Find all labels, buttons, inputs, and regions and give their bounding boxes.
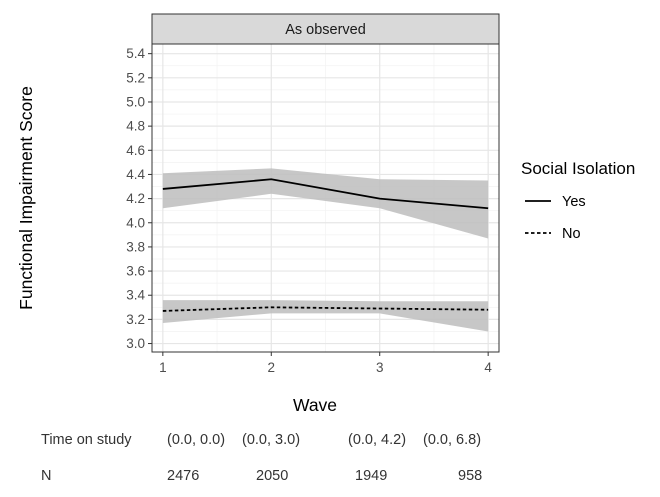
series-line-yes — [162, 178, 489, 210]
y-tick-label: 5.4 — [126, 46, 145, 61]
y-tick-label: 3.8 — [126, 239, 145, 254]
time-on-study-label: Time on study — [41, 432, 132, 448]
plot-panel-border — [151, 43, 500, 353]
legend-label-yes: Yes — [562, 194, 586, 210]
x-axis-title: Wave — [293, 395, 337, 415]
n-value-wave-3: 1949 — [355, 468, 388, 484]
y-tick-label: 3.6 — [126, 264, 145, 279]
time-value-wave-4: (0.0, 6.8) — [423, 432, 482, 448]
facet-strip — [151, 13, 500, 45]
x-tick-label: 2 — [268, 360, 276, 375]
n-value-wave-2: 2050 — [256, 468, 289, 484]
y-axis: 3.0 3.2 3.4 3.6 3.8 4.0 4.2 4.4 4.6 4.8 5.0 5.2 5.4 — [126, 46, 152, 351]
ci-ribbon-yes — [162, 168, 489, 239]
y-tick-label: 4.8 — [126, 119, 145, 134]
legend-label-no: No — [562, 226, 581, 242]
y-tick-label: 4.4 — [126, 167, 145, 182]
x-axis: 1 2 3 4 — [159, 352, 492, 375]
n-label: N — [41, 468, 52, 484]
n-value-wave-4: 958 — [458, 468, 483, 484]
time-on-study-row: Time on study (0.0, 0.0) (0.0, 3.0) (0.0… — [0, 432, 660, 452]
series-line-no — [162, 306, 489, 312]
y-tick-label: 4.6 — [126, 143, 145, 158]
y-tick-label: 5.0 — [126, 94, 145, 109]
y-tick-label: 5.2 — [126, 70, 145, 85]
y-tick-label: 4.2 — [126, 191, 145, 206]
y-axis-title: Functional Impairment Score — [16, 86, 36, 310]
legend-title: Social Isolation — [521, 159, 635, 178]
y-tick-label: 4.0 — [126, 215, 145, 230]
time-value-wave-2: (0.0, 3.0) — [242, 432, 301, 448]
y-tick-label: 3.0 — [126, 336, 145, 351]
n-row: N 2476 2050 1949 958 — [0, 468, 660, 488]
legend: Social Isolation Yes No — [521, 159, 635, 242]
x-tick-label: 1 — [159, 360, 167, 375]
time-value-wave-3: (0.0, 4.2) — [348, 432, 407, 448]
x-tick-label: 3 — [376, 360, 384, 375]
y-tick-label: 3.2 — [126, 312, 145, 327]
y-tick-label: 3.4 — [126, 288, 145, 303]
facet-title: As observed — [285, 22, 366, 38]
n-value-wave-1: 2476 — [167, 468, 200, 484]
series-lines — [162, 178, 489, 312]
x-tick-label: 4 — [484, 360, 492, 375]
time-value-wave-1: (0.0, 0.0) — [167, 432, 226, 448]
